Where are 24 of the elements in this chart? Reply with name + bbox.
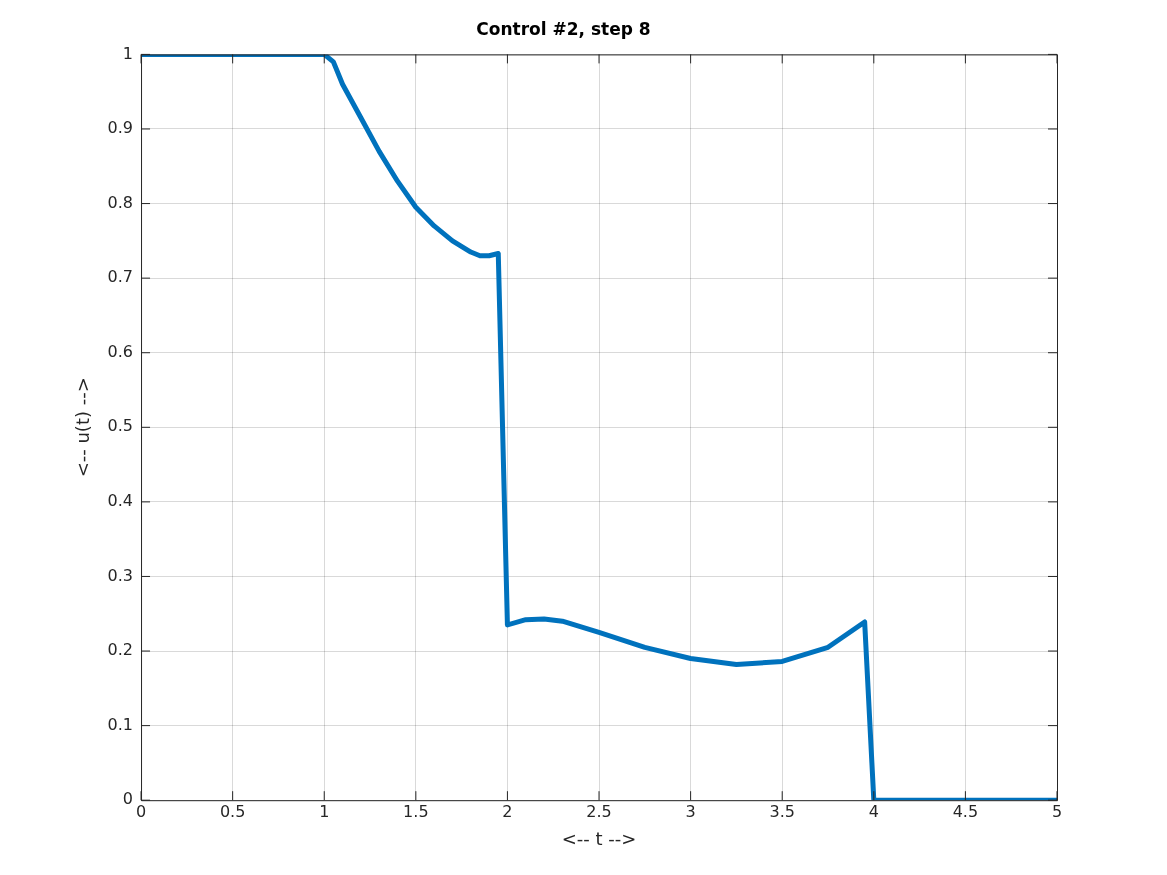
y-tick-label: 0.2: [107, 640, 134, 660]
y-tick-label: 0.8: [107, 192, 134, 212]
y-tick-label: 1: [122, 43, 134, 63]
x-tick-label: 2: [502, 801, 513, 821]
y-tick-label: 0.7: [107, 267, 134, 287]
x-tick-label: 2.5: [586, 801, 612, 821]
x-tick-label: 3: [685, 801, 696, 821]
y-tick-label: 0.3: [107, 565, 134, 585]
y-tick-label: 0.4: [107, 491, 134, 511]
x-axis-title: <-- t -->: [561, 827, 637, 849]
x-tick-label: 5: [1051, 801, 1063, 821]
y-tick-label: 0.1: [107, 714, 134, 734]
y-tick-label: 0.9: [107, 118, 134, 138]
x-tick-label: 0: [135, 801, 147, 821]
x-tick-label: 1: [319, 801, 330, 821]
y-tick-label: 0.6: [107, 341, 134, 361]
x-tick-label: 3.5: [769, 801, 795, 821]
chart-title: Control #2, step 8: [476, 18, 651, 39]
x-tick-label: 0.5: [219, 801, 246, 821]
x-tick-label: 4: [868, 801, 879, 821]
x-tick-label: 1.5: [403, 801, 429, 821]
y-axis-title: <-- u(t) -->: [72, 377, 94, 478]
x-tick-label: 4.5: [952, 801, 979, 821]
y-tick-label: 0.5: [107, 416, 134, 436]
